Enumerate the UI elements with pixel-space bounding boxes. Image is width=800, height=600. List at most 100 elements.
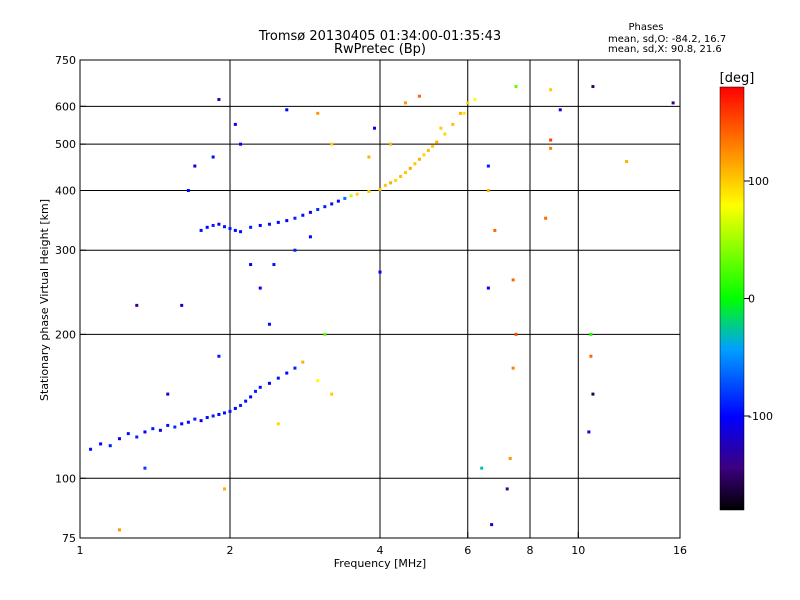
colorbar-tick-label: 100 (748, 175, 769, 188)
y-tick-label: 300 (55, 244, 76, 257)
data-point (258, 286, 262, 290)
data-point (413, 162, 417, 166)
data-point (316, 379, 320, 383)
data-point (462, 111, 466, 115)
data-point (99, 442, 103, 446)
data-point (223, 411, 227, 415)
data-point (223, 487, 227, 491)
data-point (135, 435, 139, 439)
data-point (239, 142, 243, 146)
data-point (435, 140, 439, 144)
data-point (239, 403, 243, 407)
x-tick-label: 8 (527, 544, 534, 557)
data-point (158, 428, 162, 432)
colorbar-label: [deg] (720, 71, 755, 86)
data-point (480, 466, 484, 470)
data-point (336, 199, 340, 203)
y-tick-label: 200 (55, 328, 76, 341)
data-point (143, 430, 147, 434)
data-point (199, 228, 203, 232)
data-point (276, 422, 280, 426)
data-point (486, 188, 490, 192)
data-point (253, 389, 257, 393)
data-point (276, 376, 280, 380)
data-point (301, 213, 305, 217)
data-point (330, 202, 334, 206)
data-point (143, 466, 147, 470)
data-point (180, 303, 184, 307)
data-point (166, 423, 170, 427)
x-tick-label: 2 (227, 544, 234, 557)
data-point (205, 225, 209, 229)
data-point (217, 354, 221, 358)
data-point (301, 360, 305, 364)
data-point (403, 171, 407, 175)
data-point (267, 381, 271, 385)
data-point (505, 487, 509, 491)
data-point (316, 208, 320, 212)
data-point (211, 155, 215, 159)
data-point (486, 164, 490, 168)
data-point (258, 385, 262, 389)
stats-line-x: mean, sd,X: 90.8, 21.6 (608, 44, 722, 55)
data-point (293, 216, 297, 220)
data-point (217, 412, 221, 416)
data-point (591, 85, 595, 89)
data-point (514, 85, 518, 89)
y-axis-label: Stationary phase Virtual Height [km] (38, 199, 51, 401)
colorbar-tick-label: 0 (748, 293, 755, 306)
data-point (267, 322, 271, 326)
data-point (323, 332, 327, 336)
data-point (166, 392, 170, 396)
data-point (589, 332, 593, 336)
data-point (443, 132, 447, 136)
data-point (223, 225, 227, 229)
y-tick-label: 600 (55, 100, 76, 113)
stats-heading: Phases (628, 22, 663, 33)
data-point (117, 437, 121, 441)
data-point (399, 174, 403, 178)
data-point (193, 164, 197, 168)
colorbar-tick-label: -100 (748, 410, 773, 423)
data-point (173, 425, 177, 429)
data-point (308, 210, 312, 214)
data-point (417, 94, 421, 98)
data-point (466, 101, 470, 105)
data-point (126, 432, 130, 436)
data-point (511, 278, 515, 282)
stats-line-o: mean, sd,O: -84.2, 16.7 (608, 34, 726, 45)
data-point (258, 223, 262, 227)
data-point (199, 419, 203, 423)
y-tick-label: 400 (55, 184, 76, 197)
data-point (544, 216, 548, 220)
y-tick-label: 500 (55, 138, 76, 151)
data-point (323, 205, 327, 209)
y-tick-label: 750 (55, 54, 76, 67)
colorbar-ticks: 100 0 -100 (744, 175, 773, 423)
data-point (244, 399, 248, 403)
data-point (272, 263, 276, 267)
data-point (378, 187, 382, 191)
data-point (378, 270, 382, 274)
x-tick-label: 6 (464, 544, 471, 557)
data-point (276, 220, 280, 224)
x-tick-label: 1 (77, 544, 84, 557)
data-point (591, 392, 595, 396)
data-point (249, 263, 253, 267)
data-point (493, 228, 497, 232)
data-point (458, 111, 462, 115)
data-point (408, 166, 412, 170)
data-point (511, 366, 515, 370)
y-tick-label: 100 (55, 472, 76, 485)
data-point (355, 192, 359, 196)
data-point (422, 153, 426, 157)
data-point (293, 248, 297, 252)
colorbar (719, 86, 745, 511)
data-point (228, 409, 232, 413)
data-point (417, 157, 421, 161)
data-point (330, 392, 334, 396)
data-point (671, 101, 675, 105)
y-tick-label: 75 (62, 532, 76, 545)
x-tick-label: 10 (571, 544, 585, 557)
data-point (233, 122, 237, 126)
